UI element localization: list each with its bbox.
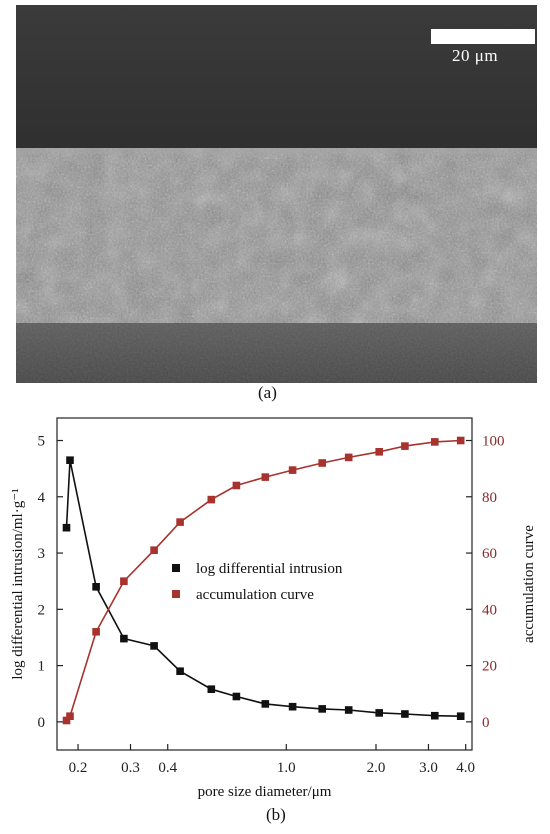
sem-micrograph: 20 μm	[16, 5, 537, 383]
axes: 0.2 0.3 0.4 1.0 2.0 3.0 4.0 0 1 2 3 4 5 0 20 40 60 80 100 p…	[10, 417, 537, 800]
sem-image	[16, 5, 537, 383]
legend-marker	[172, 590, 180, 598]
y-right-tick-label: 60	[482, 546, 497, 562]
x-tick-label: 3.0	[419, 760, 438, 776]
scale-bar	[431, 29, 535, 44]
x-tick-label: 0.2	[69, 760, 88, 776]
data-point	[62, 716, 71, 725]
series-line	[65, 460, 461, 717]
series-layer	[62, 436, 465, 725]
data-point	[431, 438, 439, 446]
data-point	[150, 546, 158, 554]
data-point	[261, 700, 270, 708]
y-right-tick-label: 80	[482, 490, 497, 506]
data-point	[344, 453, 353, 462]
data-point	[207, 495, 216, 504]
pore-size-chart: 0.2 0.3 0.4 1.0 2.0 3.0 4.0 0 1 2 3 4 5 0 20 40 60 80 100 p…	[0, 400, 550, 808]
y-right-tick-label: 20	[482, 659, 497, 675]
legend-label: log differential intrusion	[196, 561, 343, 577]
legend-label: accumulation curve	[196, 587, 314, 603]
y-left-tick-label: 0	[38, 715, 46, 731]
data-point	[401, 442, 409, 450]
data-point	[176, 518, 184, 526]
data-point	[288, 702, 297, 711]
data-point	[375, 448, 383, 456]
data-point	[232, 481, 241, 490]
data-point	[318, 459, 326, 467]
y-left-tick-label: 3	[38, 546, 46, 562]
plot-frame	[56, 417, 473, 751]
data-point	[176, 667, 184, 675]
data-point	[431, 711, 439, 720]
y-left-tick-label: 1	[38, 659, 46, 675]
data-point	[232, 692, 241, 701]
legend: log differential intrusion accumulation c…	[172, 561, 343, 603]
data-point	[456, 436, 465, 445]
data-point	[120, 577, 128, 585]
y-left-tick-label: 4	[38, 490, 46, 506]
data-point	[288, 466, 297, 474]
legend-marker	[172, 564, 180, 572]
scale-bar-label: 20 μm	[452, 46, 499, 65]
data-point	[62, 523, 71, 532]
chart-svg: 0.2 0.3 0.4 1.0 2.0 3.0 4.0 0 1 2 3 4 5 0 20 40 60 80 100 p…	[10, 417, 537, 800]
y-right-axis-label: accumulation curve	[521, 525, 537, 643]
data-point	[66, 712, 74, 720]
caption-a: (a)	[258, 383, 277, 402]
data-point	[120, 634, 128, 643]
x-tick-label: 4.0	[456, 760, 475, 776]
x-axis-label: pore size diameter/μm	[198, 784, 332, 800]
data-point	[456, 712, 465, 720]
data-point	[401, 710, 409, 718]
x-tick-label: 2.0	[367, 760, 386, 776]
data-point	[318, 705, 326, 713]
y-right-tick-label: 0	[482, 715, 490, 731]
y-left-tick-label: 2	[38, 602, 46, 618]
data-point	[344, 706, 353, 714]
data-point	[150, 642, 158, 650]
series-line	[65, 439, 461, 722]
data-point	[261, 473, 270, 481]
data-point	[375, 709, 383, 717]
caption-b: (b)	[266, 805, 286, 824]
data-point	[207, 685, 216, 693]
data-point	[66, 456, 74, 464]
x-tick-label: 0.3	[121, 760, 140, 776]
y-left-tick-label: 5	[38, 434, 46, 450]
x-tick-label: 0.4	[158, 760, 177, 776]
y-left-axis-label: log differential intrusion/ml·g⁻¹	[10, 488, 26, 679]
y-right-tick-label: 100	[482, 434, 505, 450]
y-right-tick-label: 40	[482, 602, 497, 618]
data-point	[92, 583, 100, 591]
x-tick-label: 1.0	[277, 760, 296, 776]
data-point	[92, 628, 100, 636]
